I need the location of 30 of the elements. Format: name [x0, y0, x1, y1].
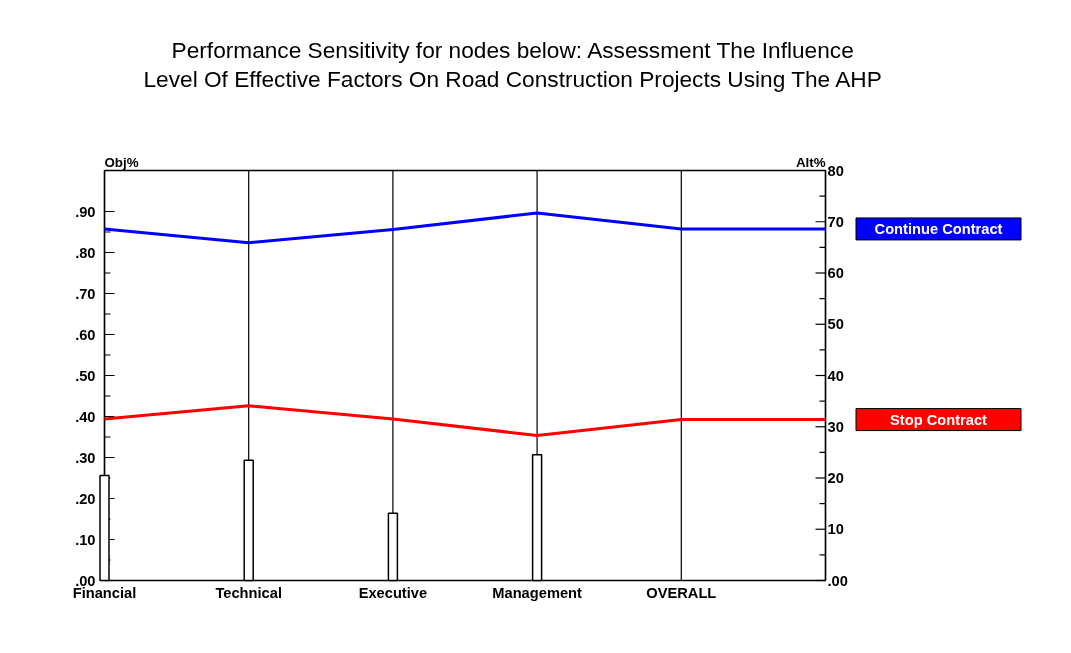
y2-tick-label: 50 [827, 316, 844, 333]
y2-tick-label: 30 [827, 418, 844, 435]
y-tick-label: .60 [75, 326, 96, 343]
y-tick-label: .50 [75, 367, 96, 384]
y-tick-label: .20 [75, 490, 96, 507]
y2-tick-label: 10 [827, 521, 844, 538]
y2-tick-label: 70 [827, 213, 844, 230]
y2-tick-label: 80 [827, 162, 844, 179]
x-tick-label: OVERALL [646, 584, 717, 601]
y-axis-title: Obj% [104, 154, 139, 170]
y-tick-label: .70 [75, 285, 96, 302]
y2-tick-label: .00 [827, 572, 848, 589]
y2-axis-title: Alt% [795, 154, 826, 170]
y2-tick-label: 40 [827, 367, 844, 384]
y-tick-label: .10 [75, 531, 96, 548]
text: Stop Contract [890, 411, 988, 428]
y-tick-label: .30 [75, 449, 96, 466]
x-tick-label: Financial [72, 584, 137, 601]
line-series [103, 404, 827, 437]
x-tick-label: Management [492, 584, 583, 601]
y2-tick-label: 20 [827, 470, 844, 486]
y2-tick-label: 60 [827, 265, 844, 281]
x-tick-label: Technical [215, 584, 282, 601]
chart-title: Performance Sensitivity for nodes below: Assessment The Influence Level Of Effective Factors On Road Construction Projects Using The AHP [143, 36, 882, 93]
text: Continue Contract [874, 220, 1003, 237]
line-series [103, 211, 827, 245]
y-tick-label: .40 [75, 408, 96, 425]
y-tick-label: .90 [75, 203, 96, 220]
y-tick-label: .80 [75, 244, 96, 261]
x-tick-label: Executive [358, 584, 428, 601]
